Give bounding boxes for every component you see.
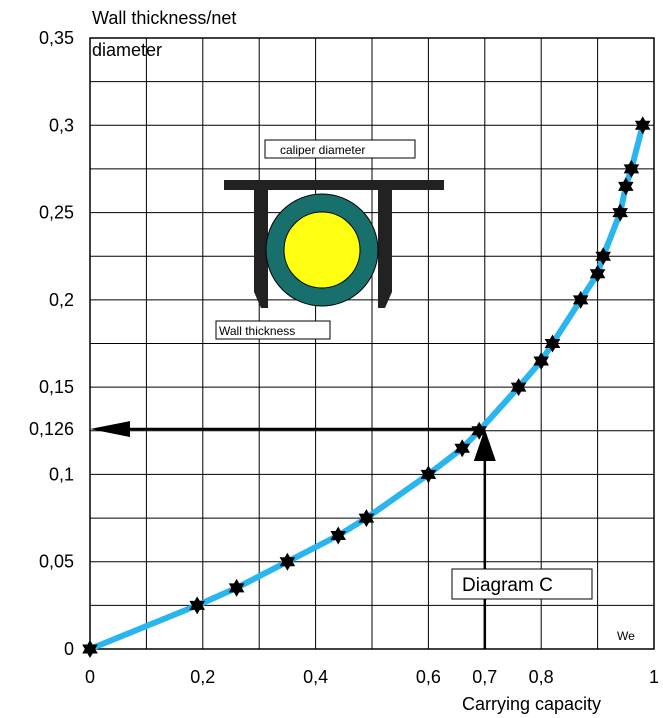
data-point-star-down <box>612 208 628 222</box>
diagram-label-box <box>451 568 593 600</box>
data-point-star-down <box>82 644 98 658</box>
y-tick-label: 0 <box>64 639 74 659</box>
data-point-star-down <box>623 164 640 178</box>
y-tick-label: 0,1 <box>49 464 74 484</box>
vertical-arrow-head <box>473 429 496 462</box>
data-point <box>420 465 437 484</box>
data-point <box>623 159 640 178</box>
data-point <box>612 203 628 222</box>
x-tick-label: 0,4 <box>303 667 328 687</box>
y-tick-label: 0,2 <box>49 290 74 310</box>
data-point-star-down <box>544 339 561 353</box>
data-point <box>189 596 205 615</box>
data-point-star-down <box>330 531 346 545</box>
data-point-star-down <box>510 382 527 397</box>
y-axis-title-line1: Wall thickness/net <box>92 8 236 28</box>
caliper-label: caliper diameter <box>280 143 365 157</box>
data-point-star-down <box>358 513 375 528</box>
data-point <box>634 116 651 135</box>
data-point <box>228 578 245 597</box>
data-point-star-down <box>618 181 634 196</box>
x-tick-label: 0,2 <box>190 667 215 687</box>
pipe-core <box>283 211 361 289</box>
data-point <box>454 439 470 458</box>
x-tick-label: 0,8 <box>529 667 554 687</box>
data-point <box>544 334 561 353</box>
y-tick-label: 0,15 <box>39 377 74 397</box>
data-point-star-down <box>572 295 589 309</box>
caliper-label-box <box>264 139 416 159</box>
wall-label-box <box>215 320 331 340</box>
annotation-arrows <box>90 421 496 649</box>
horizontal-arrow-head <box>90 421 130 438</box>
data-point-star-down <box>228 583 245 597</box>
data-point <box>279 552 296 571</box>
wall-thickness-label: Wall thickness <box>219 324 295 338</box>
caliper-right-jaw <box>378 190 392 308</box>
caliper-left-jaw <box>254 190 268 308</box>
data-point <box>572 290 589 309</box>
x-tick-label: 0 <box>85 667 95 687</box>
data-point <box>589 264 606 283</box>
data-point <box>533 352 549 370</box>
x-axis-title: Carrying capacity <box>462 694 601 714</box>
y-tick-label: 0,05 <box>39 552 74 572</box>
data-point-star-down <box>189 600 205 615</box>
x-tick-label: 0,6 <box>416 667 441 687</box>
data-point-star-down <box>634 120 651 135</box>
caliper-bar <box>224 180 444 190</box>
diagram-label: Diagram C <box>462 575 553 596</box>
x-tick-label: 1 <box>649 667 659 687</box>
y-tick-label: 0,35 <box>39 28 74 48</box>
grid <box>89 37 655 650</box>
plot-frame <box>89 37 655 650</box>
data-point <box>510 378 527 397</box>
data-point <box>82 640 98 658</box>
data-point <box>595 247 611 266</box>
y-axis-title-line2: diameter <box>92 40 162 60</box>
data-point-star-down <box>454 443 470 458</box>
data-point-star-down <box>420 469 437 484</box>
caliper-inset: caliper diameter Wall thickness <box>215 139 444 340</box>
x-tick-label: 0,7 <box>472 667 497 687</box>
data-point <box>358 509 375 528</box>
data-point-star-down <box>279 557 296 571</box>
data-point <box>618 177 634 196</box>
data-point <box>330 526 346 545</box>
corner-label: We <box>617 629 635 643</box>
data-point-star-down <box>595 251 611 266</box>
y-tick-label: 0,3 <box>49 115 74 135</box>
data-point-star-down <box>589 269 606 283</box>
y-tick-label: 0,25 <box>39 203 74 223</box>
data-point-star-down <box>533 356 549 370</box>
y-tick-label: 0,126 <box>29 419 74 439</box>
tick-labels: 0 0,2 0,4 0,6 0,7 0,8 1 0 0,05 0,1 0,126 0,15 0,2 0,2… <box>29 28 659 687</box>
data-series <box>82 116 651 658</box>
